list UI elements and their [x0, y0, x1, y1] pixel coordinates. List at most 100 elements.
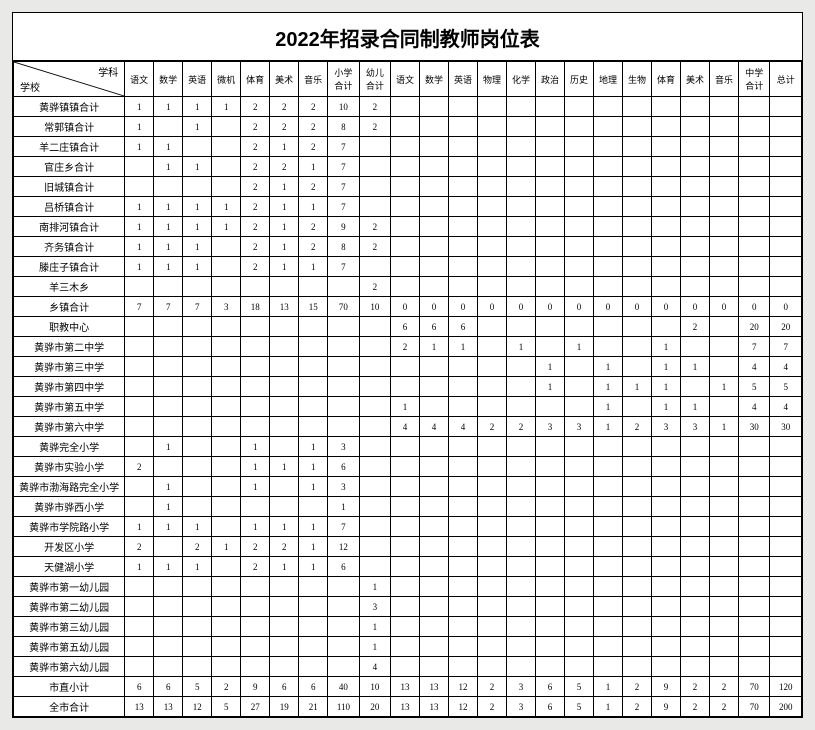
- cell: 1: [183, 197, 212, 217]
- cell: 3: [359, 597, 390, 617]
- cell: [212, 137, 241, 157]
- cell: 12: [449, 677, 478, 697]
- cell: [594, 577, 623, 597]
- cell: [536, 117, 565, 137]
- cell: 0: [710, 297, 739, 317]
- cell: [594, 557, 623, 577]
- cell: [594, 277, 623, 297]
- cell: [270, 317, 299, 337]
- cell: [478, 397, 507, 417]
- cell: [241, 497, 270, 517]
- cell: [536, 497, 565, 517]
- cell: 1: [212, 217, 241, 237]
- cell: [391, 557, 420, 577]
- table-row: 滕庄子镇合计1112117: [14, 257, 802, 277]
- cell: [183, 457, 212, 477]
- cell: [154, 117, 183, 137]
- cell: [183, 317, 212, 337]
- cell: 6: [125, 677, 154, 697]
- cell: [739, 177, 770, 197]
- cell: [449, 117, 478, 137]
- cell: [391, 217, 420, 237]
- cell: [681, 537, 710, 557]
- cell: [594, 597, 623, 617]
- cell: [420, 157, 449, 177]
- cell: [359, 537, 390, 557]
- cell: [328, 337, 359, 357]
- cell: [328, 277, 359, 297]
- cell: [681, 617, 710, 637]
- cell: 7: [328, 517, 359, 537]
- cell: [154, 317, 183, 337]
- cell: [594, 217, 623, 237]
- cell: 13: [154, 697, 183, 717]
- cell: [270, 497, 299, 517]
- cell: 2: [623, 697, 652, 717]
- cell: [420, 257, 449, 277]
- cell: [449, 237, 478, 257]
- cell: [770, 197, 802, 217]
- table-row: 黄骅市第六幼儿园4: [14, 657, 802, 677]
- cell: 20: [359, 697, 390, 717]
- row-header: 黄骅市渤海路完全小学: [14, 477, 125, 497]
- cell: [391, 477, 420, 497]
- cell: 6: [328, 557, 359, 577]
- cell: 1: [270, 217, 299, 237]
- cell: 1: [125, 237, 154, 257]
- table-row: 黄骅镇镇合计1111222102: [14, 97, 802, 117]
- cell: 1: [183, 557, 212, 577]
- cell: [212, 497, 241, 517]
- cell: 12: [183, 697, 212, 717]
- cell: [359, 177, 390, 197]
- cell: [125, 417, 154, 437]
- cell: 1: [241, 477, 270, 497]
- cell: [770, 157, 802, 177]
- positions-table: 学校 学科 语文数学英语微机体育美术音乐小学合计幼儿合计语文数学英语物理化学政治…: [13, 61, 802, 717]
- cell: [270, 417, 299, 437]
- cell: [478, 157, 507, 177]
- cell: [536, 437, 565, 457]
- cell: 2: [710, 677, 739, 697]
- cell: [710, 157, 739, 177]
- cell: 2: [125, 537, 154, 557]
- cell: 2: [241, 537, 270, 557]
- cell: [125, 657, 154, 677]
- cell: [710, 217, 739, 237]
- cell: [770, 657, 802, 677]
- cell: [623, 497, 652, 517]
- cell: [478, 537, 507, 557]
- cell: [623, 397, 652, 417]
- cell: [652, 117, 681, 137]
- cell: [241, 377, 270, 397]
- table-row: 黄骅市第五中学111144: [14, 397, 802, 417]
- cell: 1: [154, 257, 183, 277]
- cell: [241, 337, 270, 357]
- cell: 1: [241, 437, 270, 457]
- cell: [449, 617, 478, 637]
- cell: [623, 97, 652, 117]
- cell: 1: [212, 97, 241, 117]
- cell: [507, 357, 536, 377]
- cell: 1: [125, 97, 154, 117]
- cell: [594, 517, 623, 537]
- table-row: 黄骅市骅西小学11: [14, 497, 802, 517]
- row-header: 黄骅市学院路小学: [14, 517, 125, 537]
- col-header: 英语: [183, 62, 212, 97]
- cell: [710, 637, 739, 657]
- row-header: 黄骅市第二幼儿园: [14, 597, 125, 617]
- cell: [125, 637, 154, 657]
- cell: [565, 457, 594, 477]
- cell: [623, 237, 652, 257]
- cell: [536, 657, 565, 677]
- cell: [212, 157, 241, 177]
- cell: 1: [183, 117, 212, 137]
- cell: 1: [299, 517, 328, 537]
- cell: [507, 557, 536, 577]
- cell: 1: [125, 137, 154, 157]
- cell: 70: [739, 677, 770, 697]
- cell: [594, 177, 623, 197]
- cell: [594, 477, 623, 497]
- cell: [710, 617, 739, 637]
- cell: [449, 577, 478, 597]
- cell: 2: [710, 697, 739, 717]
